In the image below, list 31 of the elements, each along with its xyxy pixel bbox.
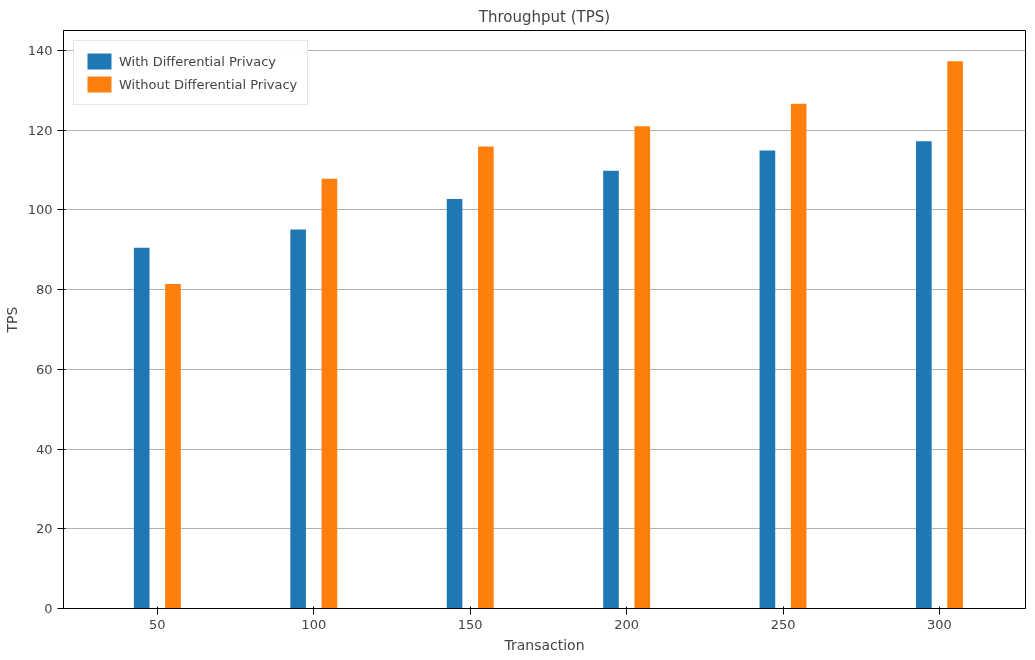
y-tick-label: 100 — [27, 202, 53, 218]
y-tick-label: 80 — [35, 282, 53, 298]
bar — [446, 199, 463, 609]
bar — [790, 103, 807, 609]
y-tick-label: 140 — [27, 42, 53, 58]
legend-label: Without Differential Privacy — [119, 76, 298, 92]
y-tick-label: 20 — [35, 521, 53, 537]
chart-title: Throughput (TPS) — [477, 7, 611, 26]
x-tick-label: 300 — [927, 616, 952, 632]
x-axis-title: Transaction — [503, 636, 585, 653]
y-tick-label: 0 — [44, 601, 53, 616]
bar — [916, 141, 932, 609]
x-tick-label: 50 — [149, 616, 166, 632]
bar — [478, 146, 494, 609]
bar — [321, 178, 338, 609]
bar — [759, 150, 776, 609]
bar — [165, 284, 181, 609]
bar — [947, 61, 963, 609]
y-tick-label: 60 — [35, 361, 53, 377]
y-tick-label: 40 — [35, 441, 53, 457]
bar — [634, 126, 651, 609]
x-tick-label: 150 — [457, 616, 483, 632]
bar — [290, 229, 306, 609]
bar — [133, 247, 150, 609]
y-axis-title: TPS — [3, 306, 20, 334]
x-tick-label: 100 — [301, 616, 327, 632]
x-tick-label: 200 — [614, 616, 640, 632]
legend-label: With Differential Privacy — [119, 53, 277, 69]
y-tick-label: 120 — [27, 122, 53, 138]
bar — [603, 170, 619, 609]
x-tick-label: 250 — [770, 616, 796, 632]
